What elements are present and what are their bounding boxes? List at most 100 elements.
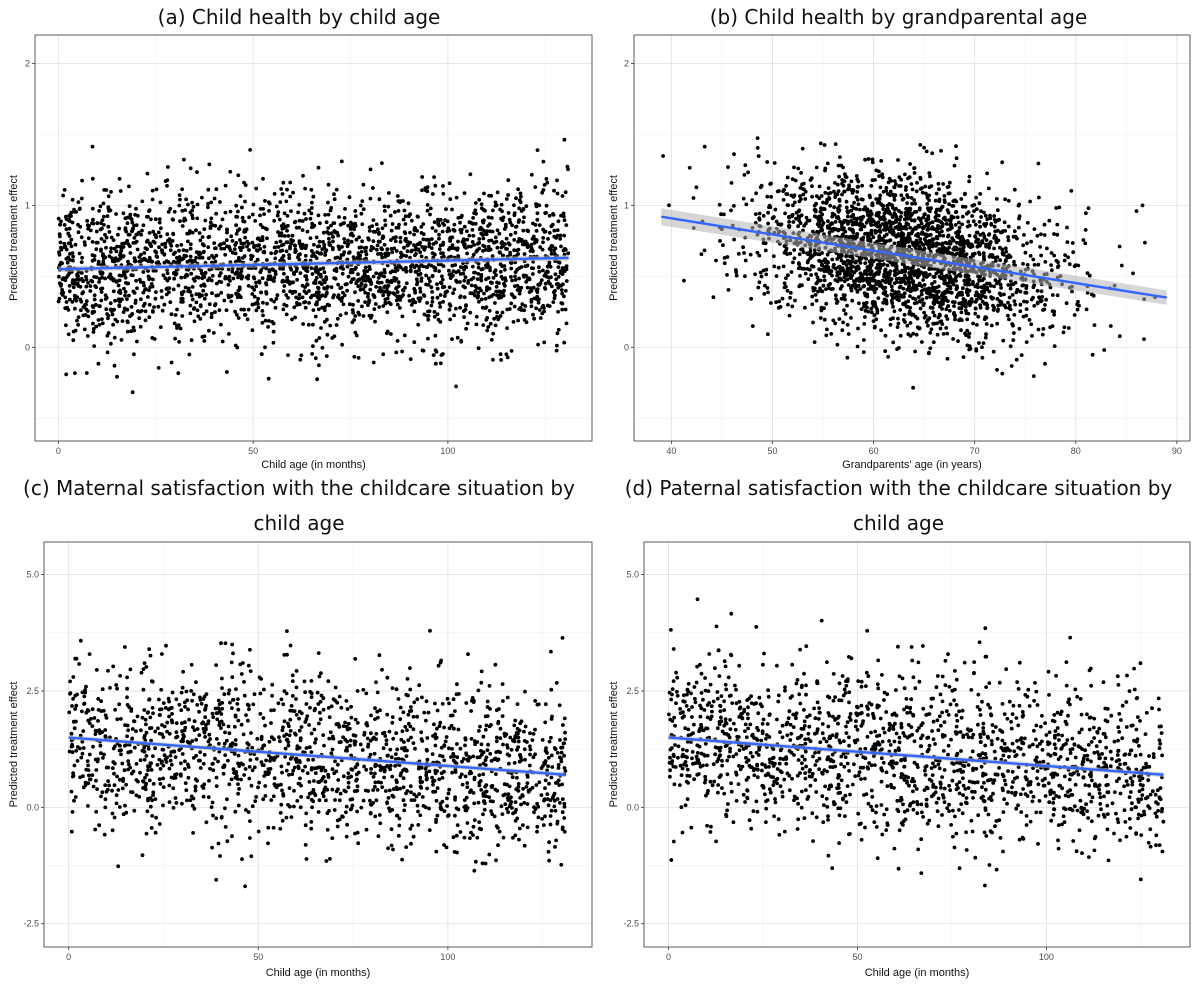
data-point <box>503 225 508 229</box>
data-point <box>326 212 331 217</box>
data-point <box>494 273 498 277</box>
data-point <box>179 275 184 280</box>
data-point <box>157 220 162 225</box>
data-point <box>1038 245 1042 249</box>
data-point <box>856 326 860 331</box>
data-point <box>367 237 371 242</box>
data-point <box>219 246 224 251</box>
data-point <box>818 286 822 291</box>
data-point <box>960 214 965 219</box>
data-point <box>466 244 471 249</box>
data-point <box>97 322 102 327</box>
data-point <box>547 247 552 251</box>
data-point <box>130 312 135 316</box>
data-point <box>147 302 152 307</box>
data-point <box>971 321 975 326</box>
data-point <box>354 237 359 242</box>
data-point <box>845 266 850 271</box>
data-point <box>900 231 905 236</box>
data-point <box>890 288 895 293</box>
data-point <box>448 197 453 202</box>
data-point <box>358 253 362 258</box>
data-point <box>238 238 242 242</box>
data-point <box>412 243 416 248</box>
data-point <box>334 187 339 192</box>
data-point <box>294 225 299 230</box>
data-point <box>1092 323 1097 327</box>
data-point <box>211 331 216 335</box>
data-point <box>188 242 193 247</box>
data-point <box>796 261 801 265</box>
data-point <box>383 218 387 223</box>
data-point <box>495 190 500 195</box>
data-point <box>291 289 296 294</box>
data-point <box>556 285 561 290</box>
data-point <box>1006 238 1011 243</box>
data-point <box>450 263 455 268</box>
data-point <box>1022 233 1026 237</box>
data-point <box>291 190 295 195</box>
data-point <box>1021 243 1025 248</box>
data-point <box>421 222 426 226</box>
data-point <box>477 197 482 202</box>
data-point <box>896 290 901 294</box>
data-point <box>71 285 76 290</box>
data-point <box>462 242 466 247</box>
data-point <box>361 314 366 318</box>
data-point <box>139 309 144 313</box>
chart-panel-b: (b) Child health by grandparental age 40… <box>600 0 1197 475</box>
data-point <box>995 228 1000 233</box>
data-point <box>359 249 364 254</box>
data-point <box>563 307 568 312</box>
data-point <box>766 290 770 295</box>
data-point <box>101 201 106 206</box>
data-point <box>72 293 77 298</box>
data-point <box>150 336 155 340</box>
data-point <box>212 196 217 201</box>
data-point <box>450 207 454 212</box>
data-point <box>448 235 453 240</box>
data-point <box>281 254 286 258</box>
data-point <box>549 244 554 248</box>
data-point <box>806 252 811 257</box>
data-point <box>985 217 990 222</box>
data-point <box>886 206 890 211</box>
data-point <box>76 230 81 235</box>
data-point <box>462 295 467 300</box>
data-point <box>288 246 292 251</box>
data-point <box>57 281 62 286</box>
data-point <box>915 180 919 185</box>
data-point <box>497 231 502 236</box>
data-point <box>168 248 173 253</box>
data-point <box>974 347 979 352</box>
data-point <box>239 307 244 312</box>
data-point <box>206 187 211 192</box>
data-point <box>499 358 503 362</box>
data-point <box>843 293 847 298</box>
data-point <box>246 273 251 278</box>
data-point <box>472 243 476 247</box>
data-point <box>564 264 569 269</box>
data-point <box>756 154 761 158</box>
data-point <box>425 203 430 207</box>
data-point <box>263 318 268 323</box>
data-point <box>319 326 323 330</box>
data-point <box>912 166 916 171</box>
data-point <box>234 223 239 228</box>
data-point <box>550 284 554 289</box>
data-point <box>357 235 361 240</box>
data-point <box>188 311 193 316</box>
data-point <box>554 348 559 353</box>
data-point <box>830 257 835 262</box>
data-point <box>99 290 104 294</box>
data-point <box>119 273 124 278</box>
data-point <box>170 239 175 243</box>
data-point <box>805 219 810 223</box>
data-point <box>935 218 940 223</box>
data-point <box>451 227 456 232</box>
data-point <box>198 303 203 308</box>
chart-panel-a: (a) Child health by child age 0 50 100 0 1 2 C… <box>0 0 598 475</box>
data-point <box>466 281 470 285</box>
data-point <box>219 322 223 327</box>
data-point <box>159 289 164 293</box>
